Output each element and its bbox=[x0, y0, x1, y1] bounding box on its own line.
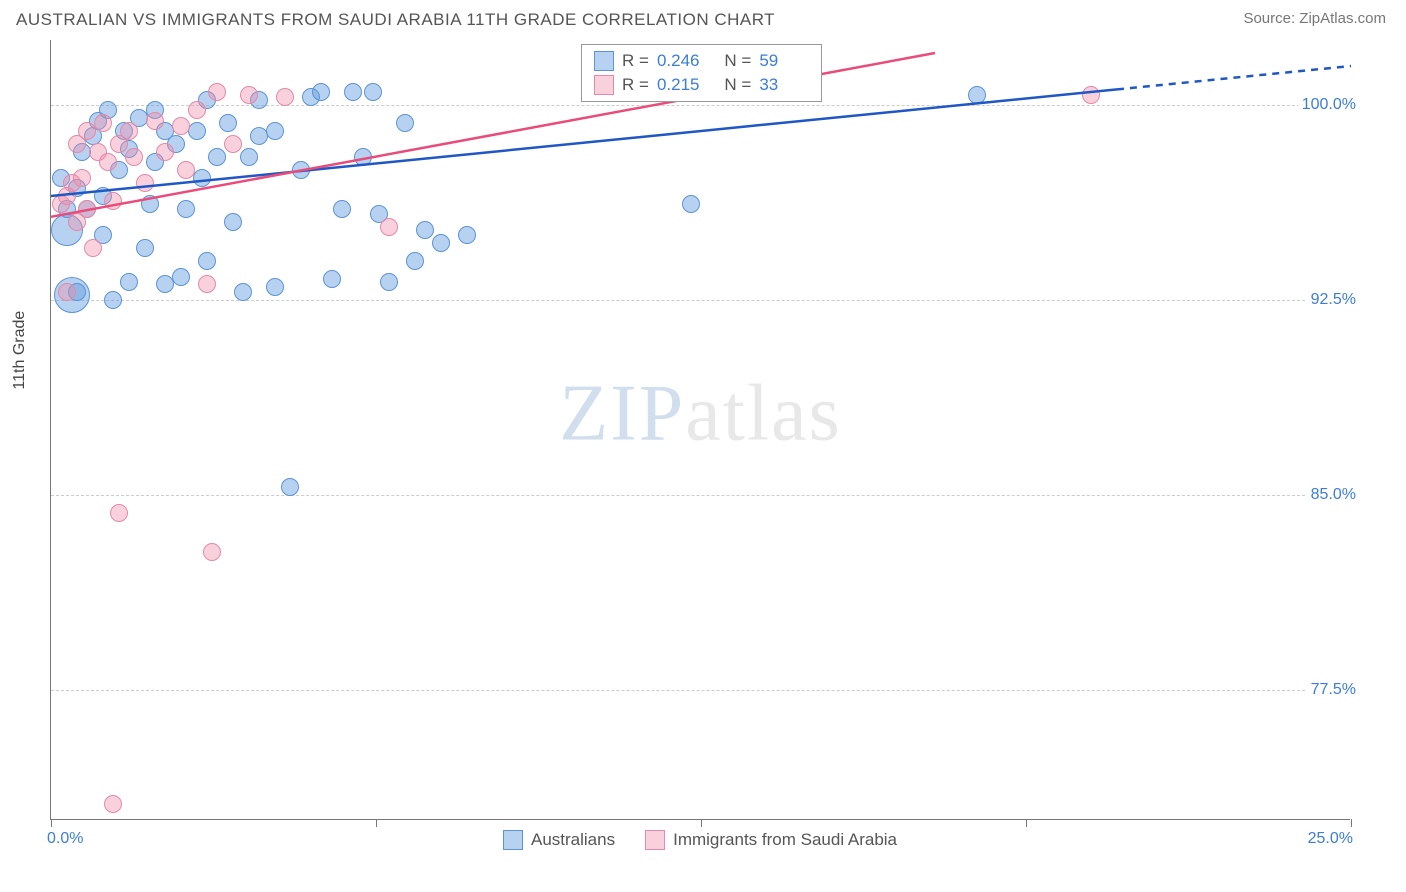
data-point bbox=[94, 114, 112, 132]
stats-row: R = 0.215 N = 33 bbox=[594, 73, 809, 97]
data-point bbox=[968, 86, 986, 104]
gridline bbox=[51, 690, 1350, 691]
data-point bbox=[208, 148, 226, 166]
legend-label: Immigrants from Saudi Arabia bbox=[673, 830, 897, 850]
gridline bbox=[51, 105, 1350, 106]
data-point bbox=[120, 273, 138, 291]
data-point bbox=[188, 101, 206, 119]
data-point bbox=[276, 88, 294, 106]
data-point bbox=[281, 478, 299, 496]
data-point bbox=[396, 114, 414, 132]
stat-R-label: R = bbox=[622, 51, 649, 71]
data-point bbox=[219, 114, 237, 132]
data-point bbox=[203, 543, 221, 561]
x-max-label: 25.0% bbox=[1308, 830, 1353, 848]
data-point bbox=[354, 148, 372, 166]
x-min-label: 0.0% bbox=[47, 830, 83, 848]
stat-N-value: 59 bbox=[759, 51, 809, 71]
x-tick bbox=[1026, 819, 1027, 827]
x-tick bbox=[701, 819, 702, 827]
x-tick bbox=[51, 819, 52, 827]
watermark: ZIPatlas bbox=[559, 368, 842, 459]
gridline bbox=[51, 495, 1350, 496]
data-point bbox=[364, 83, 382, 101]
data-point bbox=[156, 143, 174, 161]
data-point bbox=[198, 275, 216, 293]
data-point bbox=[136, 174, 154, 192]
data-point bbox=[188, 122, 206, 140]
y-tick-label: 77.5% bbox=[1307, 681, 1360, 699]
data-point bbox=[323, 270, 341, 288]
stat-N-label: N = bbox=[715, 75, 751, 95]
y-tick-label: 92.5% bbox=[1307, 291, 1360, 309]
data-point bbox=[78, 200, 96, 218]
data-point bbox=[198, 252, 216, 270]
data-point bbox=[312, 83, 330, 101]
y-tick-label: 100.0% bbox=[1298, 96, 1360, 114]
data-point bbox=[344, 83, 362, 101]
legend-swatch bbox=[594, 51, 614, 71]
data-point bbox=[177, 161, 195, 179]
chart-title: AUSTRALIAN VS IMMIGRANTS FROM SAUDI ARAB… bbox=[16, 10, 775, 30]
data-point bbox=[1082, 86, 1100, 104]
data-point bbox=[266, 278, 284, 296]
data-point bbox=[682, 195, 700, 213]
data-point bbox=[240, 86, 258, 104]
stat-N-value: 33 bbox=[759, 75, 809, 95]
legend-label: Australians bbox=[531, 830, 615, 850]
data-point bbox=[406, 252, 424, 270]
data-point bbox=[458, 226, 476, 244]
data-point bbox=[141, 195, 159, 213]
legend-swatch bbox=[594, 75, 614, 95]
data-point bbox=[224, 213, 242, 231]
legend-swatch bbox=[645, 830, 665, 850]
stats-box: R = 0.246 N = 59 R = 0.215 N = 33 bbox=[581, 44, 822, 102]
data-point bbox=[136, 239, 154, 257]
data-point bbox=[266, 122, 284, 140]
data-point bbox=[177, 200, 195, 218]
x-tick bbox=[1351, 819, 1352, 827]
data-point bbox=[99, 153, 117, 171]
legend-item: Australians bbox=[503, 830, 615, 850]
data-point bbox=[432, 234, 450, 252]
legend-swatch bbox=[503, 830, 523, 850]
data-point bbox=[172, 117, 190, 135]
stat-R-value: 0.215 bbox=[657, 75, 707, 95]
data-point bbox=[110, 504, 128, 522]
legend: Australians Immigrants from Saudi Arabia bbox=[503, 830, 897, 850]
data-point bbox=[104, 795, 122, 813]
data-point bbox=[58, 283, 76, 301]
data-point bbox=[104, 291, 122, 309]
data-point bbox=[84, 239, 102, 257]
y-axis-title: 11th Grade bbox=[11, 311, 29, 390]
legend-item: Immigrants from Saudi Arabia bbox=[645, 830, 897, 850]
stat-N-label: N = bbox=[715, 51, 751, 71]
data-point bbox=[240, 148, 258, 166]
stat-R-value: 0.246 bbox=[657, 51, 707, 71]
data-point bbox=[380, 273, 398, 291]
plot-area: ZIPatlas 77.5%85.0%92.5%100.0%R =0.246 N… bbox=[50, 40, 1350, 820]
data-point bbox=[416, 221, 434, 239]
trend-line-dashed bbox=[1117, 66, 1351, 89]
data-point bbox=[292, 161, 310, 179]
chart-area: ZIPatlas 77.5%85.0%92.5%100.0%R =0.246 N… bbox=[50, 40, 1350, 820]
data-point bbox=[125, 148, 143, 166]
data-point bbox=[104, 192, 122, 210]
data-point bbox=[208, 83, 226, 101]
data-point bbox=[73, 169, 91, 187]
data-point bbox=[234, 283, 252, 301]
stat-R-label: R = bbox=[622, 75, 649, 95]
data-point bbox=[172, 268, 190, 286]
y-tick-label: 85.0% bbox=[1307, 486, 1360, 504]
x-tick bbox=[376, 819, 377, 827]
source-label: Source: ZipAtlas.com bbox=[1243, 10, 1386, 30]
stats-row: R = 0.246 N = 59 bbox=[594, 49, 809, 73]
data-point bbox=[120, 122, 138, 140]
data-point bbox=[193, 169, 211, 187]
data-point bbox=[333, 200, 351, 218]
data-point bbox=[380, 218, 398, 236]
data-point bbox=[224, 135, 242, 153]
data-point bbox=[146, 112, 164, 130]
